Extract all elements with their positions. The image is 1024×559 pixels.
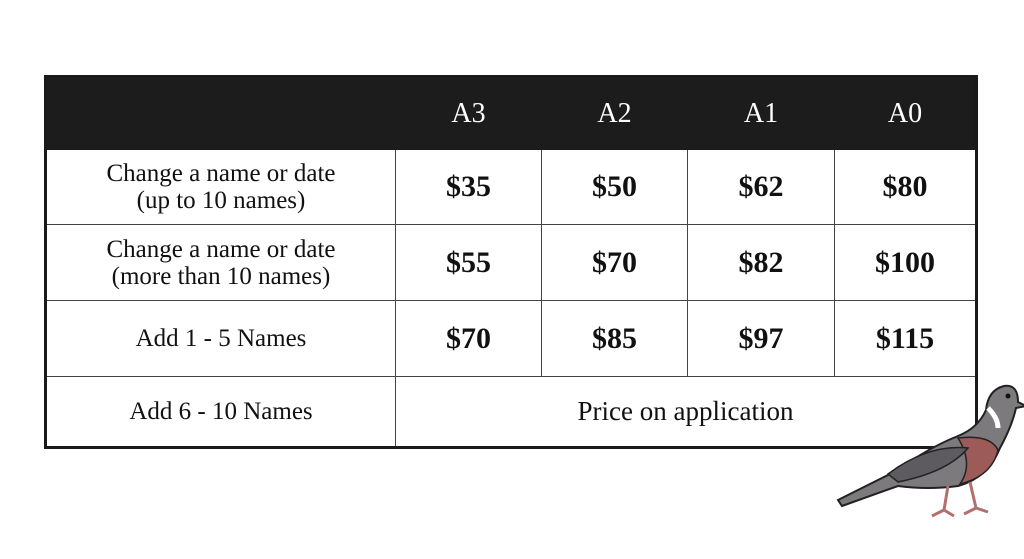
column-header: A3 bbox=[451, 97, 486, 129]
note: Price on application bbox=[577, 396, 794, 426]
header-corner bbox=[47, 78, 396, 150]
price-cell: $97 bbox=[688, 301, 835, 377]
price-cell: $115 bbox=[835, 301, 975, 377]
header-cell: A1 bbox=[688, 78, 835, 150]
header-cell: A0 bbox=[835, 78, 975, 150]
header-cell: A3 bbox=[396, 78, 542, 150]
price: $97 bbox=[738, 321, 784, 355]
price: $62 bbox=[738, 170, 784, 203]
price-cell: $62 bbox=[688, 150, 835, 225]
price: $85 bbox=[592, 321, 637, 355]
header-cell: A2 bbox=[542, 78, 688, 150]
pigeon-illustration bbox=[836, 384, 1024, 518]
price-cell: $80 bbox=[835, 150, 975, 225]
row-label-cell: Add 1 - 5 Names bbox=[47, 301, 396, 377]
price-cell: $50 bbox=[542, 150, 688, 225]
price: $80 bbox=[882, 170, 928, 203]
price-cell: $85 bbox=[542, 301, 688, 377]
row-label-cell: Change a name or date (more than 10 names… bbox=[47, 225, 396, 301]
row-label: Add 1 - 5 Names bbox=[135, 325, 307, 352]
price-cell: $55 bbox=[396, 225, 542, 301]
price: $35 bbox=[446, 170, 491, 203]
row-label: (up to 10 names) bbox=[136, 187, 306, 214]
price-cell: $70 bbox=[396, 301, 542, 377]
price: $82 bbox=[738, 245, 784, 279]
row-label: Change a name or date bbox=[106, 160, 336, 187]
price: $55 bbox=[446, 245, 491, 279]
price-cell: $82 bbox=[688, 225, 835, 301]
column-header: A1 bbox=[743, 97, 779, 129]
price: $100 bbox=[875, 245, 935, 279]
row-label: Add 6 - 10 Names bbox=[129, 398, 313, 425]
price-cell: $35 bbox=[396, 150, 542, 225]
price-cell: $100 bbox=[835, 225, 975, 301]
row-label: (more than 10 names) bbox=[111, 262, 331, 290]
row-label-cell: Change a name or date (up to 10 names) bbox=[47, 150, 396, 225]
price: $115 bbox=[875, 321, 935, 355]
price: $70 bbox=[592, 245, 637, 279]
price-table: A3 A2 A1 A0 Change a name or date (up to 10 n… bbox=[44, 75, 978, 449]
row-label-cell: Add 6 - 10 Names bbox=[47, 377, 396, 446]
column-header: A2 bbox=[597, 97, 632, 129]
note-cell: Price on application bbox=[396, 377, 975, 446]
price: $50 bbox=[592, 170, 637, 203]
column-header: A0 bbox=[887, 97, 923, 129]
price: $70 bbox=[446, 321, 491, 355]
price-cell: $70 bbox=[542, 225, 688, 301]
row-label: Change a name or date bbox=[106, 235, 336, 263]
